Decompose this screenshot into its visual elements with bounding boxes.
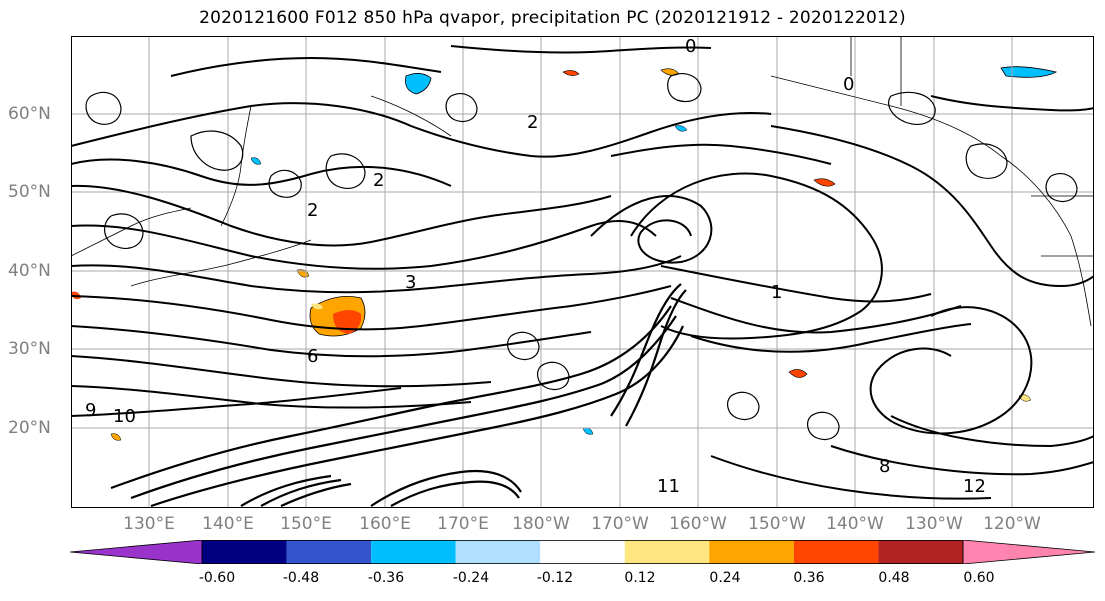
colorbar-cell <box>540 540 625 564</box>
contour-label: 0 <box>843 74 854 95</box>
colorbar-cell <box>69 539 203 565</box>
colorbar-cell <box>962 539 1096 565</box>
colorbar-cell <box>202 540 287 564</box>
lon-label-150e: 150°E <box>280 514 332 534</box>
colorbar-tick-label: -0.36 <box>367 570 405 586</box>
lon-label-170e: 170°E <box>437 514 489 534</box>
contour-label: 1 <box>771 282 782 303</box>
contour-label: 2 <box>307 200 318 221</box>
contour-label: 0 <box>685 36 696 57</box>
lon-label-140e: 140°E <box>202 514 254 534</box>
map-panel: 0 0 2 2 2 3 6 10 11 12 8 1 9 <box>71 36 1094 508</box>
graticule <box>71 36 1094 508</box>
lon-label-160e: 160°E <box>359 514 411 534</box>
colorbar-cell <box>793 540 879 564</box>
lon-label-130w: 130°W <box>905 514 963 534</box>
contour-label: 10 <box>113 406 136 427</box>
precip-patches <box>71 66 1058 441</box>
colorbar-tick-label: -0.48 <box>282 570 320 586</box>
map-title: 2020121600 F012 850 hPa qvapor, precipit… <box>199 8 906 28</box>
contour-label: 8 <box>879 456 890 477</box>
lat-label-60n: 60°N <box>8 104 51 124</box>
lon-label-120w: 120°W <box>983 514 1041 534</box>
colorbar <box>69 539 1096 568</box>
lon-label-170w: 170°W <box>591 514 649 534</box>
lon-label-150w: 150°W <box>748 514 806 534</box>
contour-label: 2 <box>373 170 384 191</box>
colorbar-cell <box>624 540 710 564</box>
tropical-contours <box>110 283 687 508</box>
colorbar-outline <box>201 540 964 564</box>
colorbar-tick-label: 0.24 <box>709 570 741 586</box>
contour-label: 11 <box>657 476 680 497</box>
colorbar-tick-label: 0.60 <box>963 570 995 586</box>
colorbar-cell <box>371 540 456 564</box>
colorbar-tick-label: -0.12 <box>536 570 574 586</box>
fragment-contours <box>85 73 1078 441</box>
colorbar-cell <box>709 540 794 564</box>
lon-label-130e: 130°E <box>123 514 175 534</box>
contour-label: 6 <box>307 346 318 367</box>
contour-label: 12 <box>963 476 986 497</box>
coastlines <box>71 36 1094 327</box>
contour-label: 2 <box>527 112 538 133</box>
qvapor-contours <box>71 45 1094 500</box>
lon-label-160w: 160°W <box>669 514 727 534</box>
lat-label-20n: 20°N <box>8 418 51 438</box>
colorbar-tick-label: -0.60 <box>198 570 236 586</box>
colorbar-tick-label: 0.48 <box>878 570 910 586</box>
map-frame <box>71 36 1094 508</box>
lon-label-180w: 180°W <box>512 514 570 534</box>
colorbar-tick-label: 0.12 <box>624 570 656 586</box>
colorbar-tick-label: 0.36 <box>793 570 825 586</box>
colorbar-canvas <box>69 539 1096 568</box>
contour-labels: 0 0 2 2 2 3 6 10 11 12 8 1 9 <box>85 36 986 497</box>
colorbar-cell <box>878 540 963 564</box>
map-canvas: 0 0 2 2 2 3 6 10 11 12 8 1 9 <box>71 36 1094 508</box>
lon-label-140w: 140°W <box>826 514 884 534</box>
colorbar-cell <box>286 540 372 564</box>
contour-label: 9 <box>85 400 96 421</box>
colorbar-cell <box>455 540 541 564</box>
lat-label-50n: 50°N <box>8 182 51 202</box>
lat-label-40n: 40°N <box>8 261 51 281</box>
colorbar-tick-label: -0.24 <box>452 570 490 586</box>
lat-label-30n: 30°N <box>8 339 51 359</box>
contour-label: 3 <box>405 272 416 293</box>
